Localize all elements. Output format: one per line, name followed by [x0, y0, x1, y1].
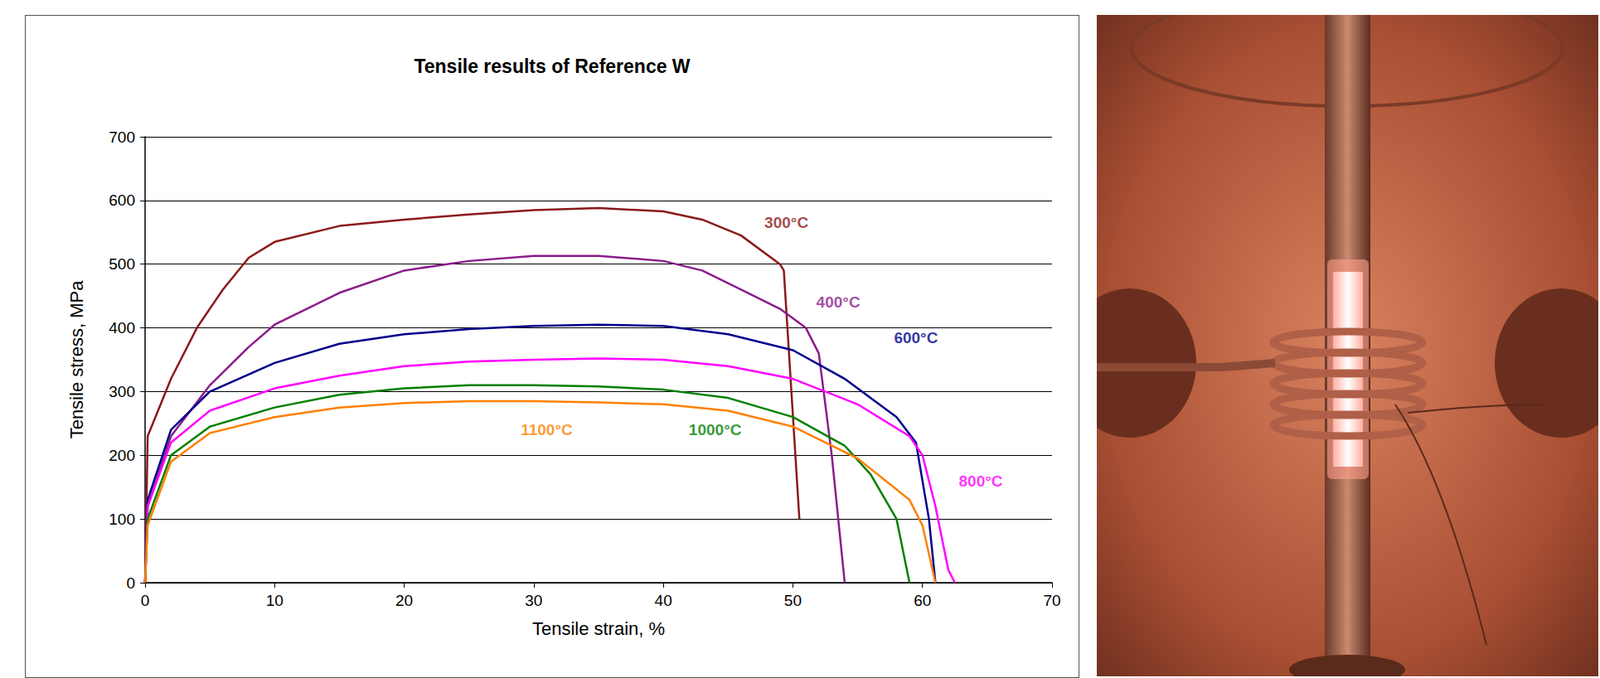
svg-text:400°C: 400°C: [816, 293, 861, 311]
svg-text:20: 20: [395, 591, 413, 610]
svg-text:0: 0: [140, 591, 151, 610]
svg-text:10: 10: [266, 591, 284, 610]
svg-text:30: 30: [524, 591, 543, 610]
svg-text:400: 400: [108, 319, 136, 337]
svg-text:Tensile results of Reference W: Tensile results of Reference W: [413, 55, 690, 78]
svg-text:60: 60: [913, 591, 931, 610]
svg-text:1000°C: 1000°C: [688, 421, 742, 439]
svg-text:500: 500: [108, 255, 136, 273]
svg-text:600: 600: [108, 191, 136, 209]
svg-text:70: 70: [1042, 591, 1061, 610]
svg-text:50: 50: [784, 591, 802, 610]
svg-text:600°C: 600°C: [893, 329, 938, 347]
svg-text:1100°C: 1100°C: [520, 421, 573, 439]
svg-text:0: 0: [126, 574, 136, 592]
svg-text:700: 700: [108, 128, 136, 146]
svg-text:40: 40: [654, 591, 673, 610]
svg-text:200: 200: [108, 446, 136, 465]
svg-text:300°C: 300°C: [764, 213, 809, 232]
svg-text:Tensile strain, %: Tensile strain, %: [532, 618, 665, 640]
svg-text:800°C: 800°C: [959, 472, 1004, 490]
svg-text:300: 300: [108, 383, 136, 401]
svg-text:Tensile stress, MPa: Tensile stress, MPa: [66, 280, 88, 439]
svg-text:100: 100: [108, 510, 136, 529]
